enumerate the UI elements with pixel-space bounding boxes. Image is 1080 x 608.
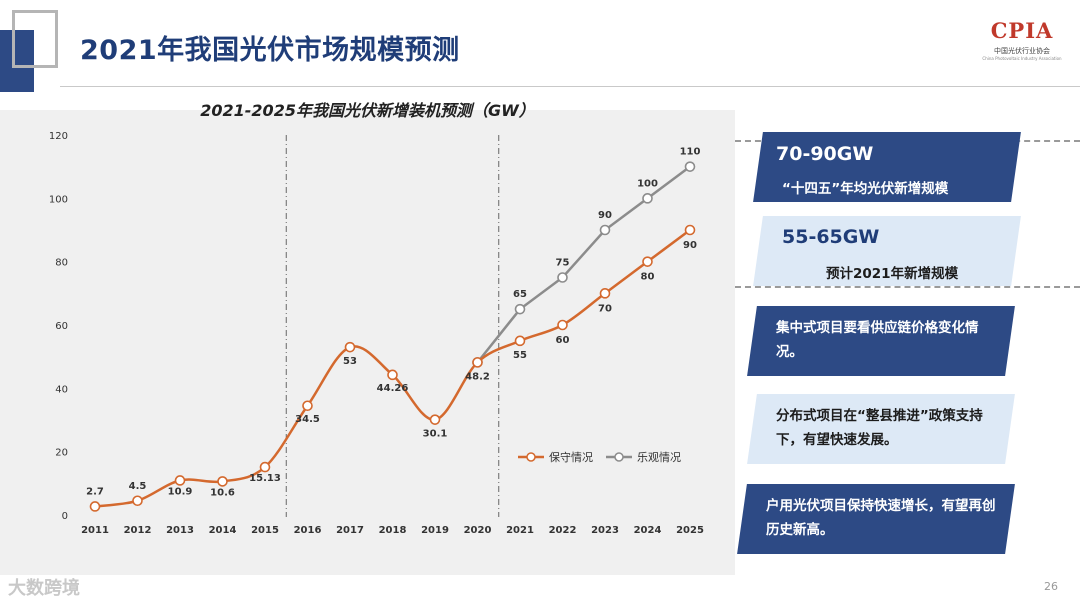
data-label: 75 bbox=[556, 258, 570, 269]
panel-2-value: 55-65GW bbox=[782, 226, 880, 248]
data-point bbox=[514, 335, 526, 347]
x-tick-label: 2015 bbox=[251, 525, 279, 536]
data-point bbox=[642, 256, 653, 267]
x-tick-label: 2011 bbox=[81, 525, 109, 536]
y-tick-label: 20 bbox=[55, 448, 68, 459]
data-label: 60 bbox=[556, 335, 570, 346]
data-point bbox=[132, 495, 143, 507]
x-tick-label: 2025 bbox=[676, 525, 704, 536]
decor-square bbox=[0, 30, 34, 92]
data-point bbox=[599, 288, 611, 299]
legend-label: 保守情况 bbox=[549, 450, 593, 464]
data-label: 70 bbox=[598, 303, 612, 314]
x-tick-label: 2012 bbox=[124, 525, 152, 536]
data-label: 55 bbox=[513, 350, 527, 361]
decor-outline-square bbox=[12, 10, 58, 68]
x-tick-label: 2016 bbox=[294, 525, 322, 536]
data-point bbox=[642, 193, 653, 204]
panel-1-text: “十四五”年均光伏新增规模 bbox=[782, 181, 949, 197]
logo-subtitle-en: China Photovoltaic Industry Association bbox=[982, 56, 1062, 61]
x-tick-label: 2013 bbox=[166, 525, 194, 536]
x-tick-label: 2022 bbox=[549, 525, 577, 536]
data-point bbox=[557, 272, 568, 283]
header-divider bbox=[60, 86, 1080, 87]
data-label: 10.6 bbox=[210, 487, 235, 498]
x-tick-label: 2018 bbox=[379, 525, 407, 536]
series-line-optimistic bbox=[476, 165, 691, 364]
x-tick-label: 2014 bbox=[209, 525, 237, 536]
data-label: 53 bbox=[343, 356, 357, 367]
panel-4-text: 分布式项目在“整县推进”政策支持下，有望快速发展。 bbox=[776, 408, 983, 448]
logo-text: CPIA bbox=[990, 18, 1054, 43]
data-point bbox=[557, 319, 568, 331]
panel-3-text: 集中式项目要看供应链价格变化情况。 bbox=[776, 320, 979, 360]
data-label: 65 bbox=[513, 289, 527, 300]
data-point bbox=[684, 161, 696, 172]
series-line-conservative bbox=[94, 228, 691, 508]
y-tick-label: 60 bbox=[55, 321, 68, 332]
y-tick-label: 40 bbox=[55, 384, 68, 395]
cpia-logo: CPIA 中国光伏行业协会 China Photovoltaic Industr… bbox=[972, 16, 1072, 66]
data-point bbox=[174, 475, 186, 486]
legend-marker bbox=[614, 452, 624, 462]
line-chart: 0 20 40 60 80 100 120 2011 2012 2013 2014 2015 2016 2… bbox=[49, 131, 704, 536]
panel-2-text: 预计2021年新增规模 bbox=[826, 266, 959, 282]
data-point bbox=[514, 303, 526, 315]
y-tick-label: 80 bbox=[55, 258, 68, 269]
data-point bbox=[684, 224, 696, 236]
panel-5-text: 户用光伏项目保持快速增长，有望再创历史新高。 bbox=[766, 498, 996, 538]
data-label: 4.5 bbox=[129, 481, 147, 492]
legend-marker bbox=[526, 452, 536, 462]
panel-1-value: 70-90GW bbox=[776, 143, 874, 165]
x-tick-label: 2024 bbox=[634, 525, 662, 536]
x-tick-label: 2023 bbox=[591, 525, 619, 536]
data-point bbox=[259, 461, 271, 473]
legend-label: 乐观情况 bbox=[637, 451, 681, 464]
logo-subtitle: 中国光伏行业协会 bbox=[994, 47, 1050, 55]
data-point bbox=[89, 501, 101, 512]
data-label: 30.1 bbox=[423, 429, 448, 440]
x-tick-label: 2017 bbox=[336, 525, 364, 536]
watermark: 大数跨境 bbox=[8, 578, 80, 599]
data-label: 80 bbox=[641, 272, 655, 283]
data-point bbox=[387, 369, 398, 381]
data-point bbox=[217, 476, 228, 487]
x-tick-label: 2021 bbox=[506, 525, 534, 536]
chart-panel bbox=[0, 110, 735, 575]
data-label: 110 bbox=[680, 147, 701, 158]
data-label: 44.26 bbox=[377, 383, 409, 394]
y-tick-label: 0 bbox=[62, 511, 68, 522]
data-label: 90 bbox=[598, 210, 612, 221]
data-point bbox=[302, 400, 313, 412]
page-number: 26 bbox=[1044, 580, 1058, 593]
data-label: 2.7 bbox=[86, 486, 104, 497]
data-point bbox=[599, 224, 611, 236]
data-label: 90 bbox=[683, 240, 697, 251]
data-label: 100 bbox=[637, 178, 658, 189]
y-tick-label: 120 bbox=[49, 131, 68, 142]
data-point bbox=[472, 357, 483, 368]
data-label: 48.2 bbox=[465, 371, 490, 382]
y-tick-label: 100 bbox=[49, 194, 68, 205]
page-title: 2021年我国光伏市场规模预测 bbox=[80, 35, 460, 66]
data-point bbox=[344, 341, 356, 353]
chart-title: 2021-2025年我国光伏新增装机预测（GW） bbox=[200, 101, 535, 120]
dashed-connector-bottom bbox=[735, 286, 1080, 288]
data-point bbox=[429, 414, 441, 425]
x-tick-label: 2020 bbox=[464, 525, 492, 536]
data-label: 10.9 bbox=[168, 486, 193, 497]
data-label: 15.13 bbox=[249, 473, 281, 484]
x-tick-label: 2019 bbox=[421, 525, 449, 536]
data-label: 34.5 bbox=[295, 414, 320, 425]
